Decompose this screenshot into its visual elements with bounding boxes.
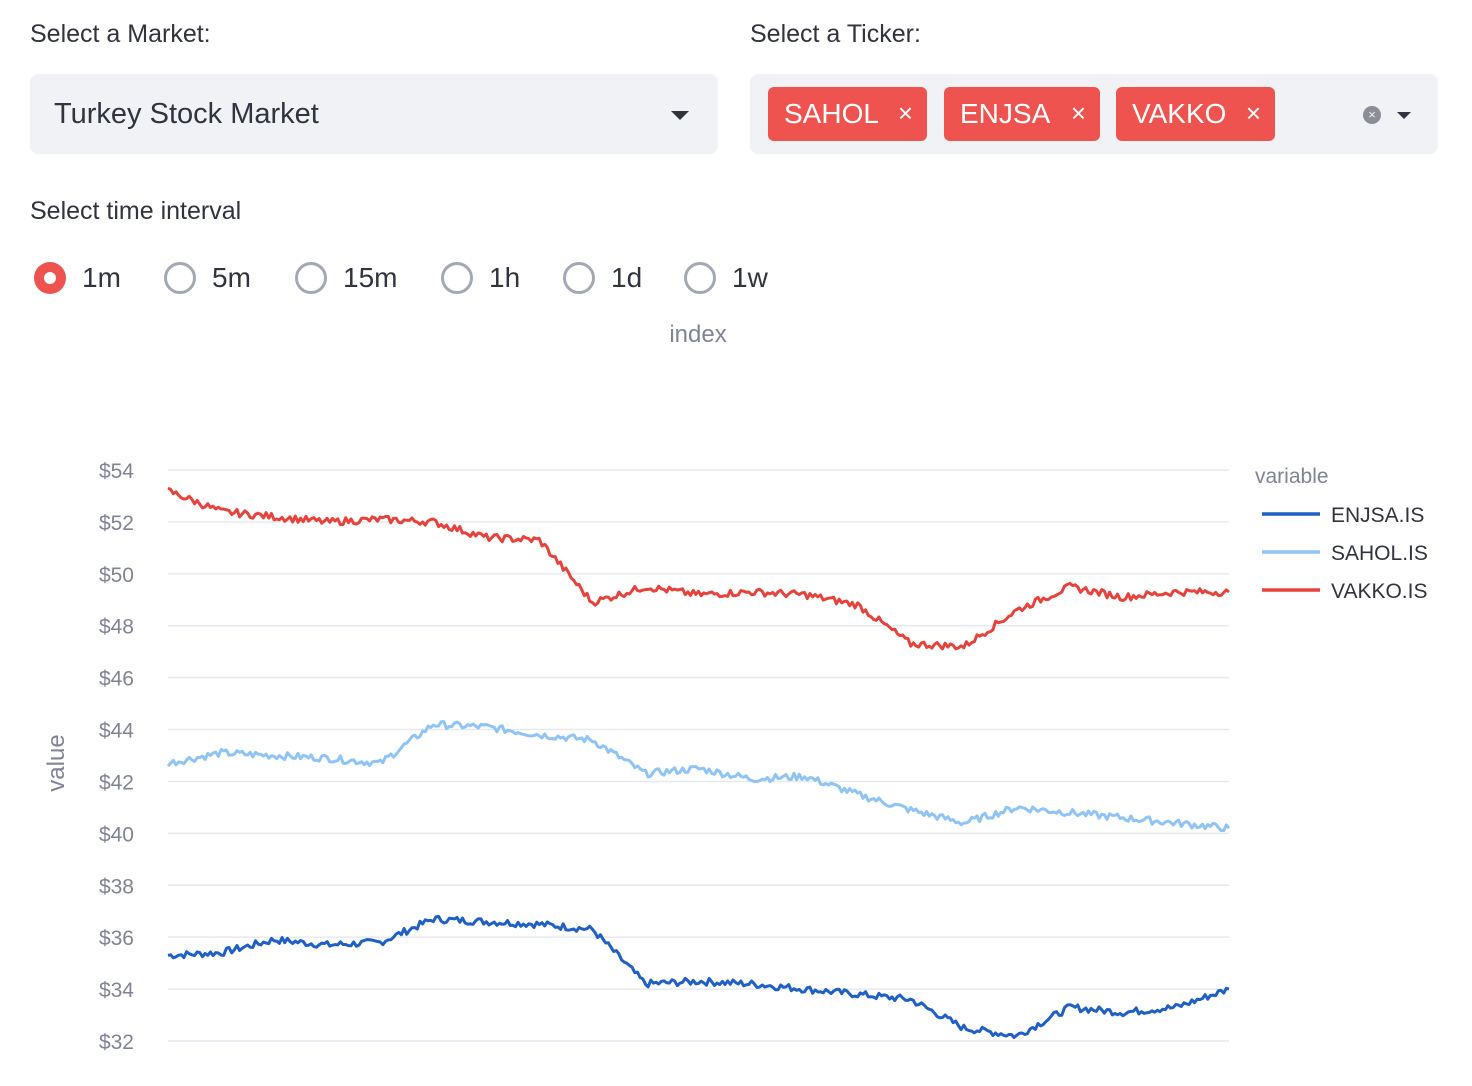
y-tick-label: $50 [99, 564, 134, 587]
radio-1m[interactable] [34, 262, 66, 294]
remove-tag-icon[interactable]: × [897, 98, 913, 128]
y-tick-label: $40 [99, 823, 134, 846]
radio-1d[interactable] [563, 262, 595, 294]
market-select-label: Select a Market: [30, 20, 211, 48]
radio-label-1m[interactable]: 1m [82, 262, 121, 293]
radio-label-1w[interactable]: 1w [732, 262, 768, 293]
ticker-tag-sahol: SAHOL × [768, 87, 927, 141]
series-line-sahol-is[interactable] [166, 720, 1231, 832]
series-line-enjsa-is[interactable] [167, 914, 1230, 1039]
y-tick-label: $32 [99, 1031, 134, 1054]
chart-series [166, 486, 1231, 1039]
x-axis-title: index [669, 321, 726, 348]
y-axis-ticks: $32 $34 $36 $38 $40 $42 $44 $46 $48 $50 $52 $54 [99, 460, 134, 1054]
legend-item-label[interactable]: VAKKO.IS [1331, 580, 1427, 603]
radio-label-1h[interactable]: 1h [489, 262, 521, 293]
legend-item-label[interactable]: SAHOL.IS [1331, 542, 1428, 565]
radio-label-5m[interactable]: 5m [212, 262, 251, 293]
y-tick-label: $42 [99, 771, 134, 794]
chart-legend: variable ENJSA.IS SAHOL.IS VAKKO.IS [1255, 465, 1428, 603]
y-tick-label: $36 [99, 927, 134, 950]
y-tick-label: $54 [99, 460, 134, 483]
market-select[interactable]: Turkey Stock Market [30, 74, 718, 154]
price-line-chart[interactable]: $32 $34 $36 $38 $40 $42 $44 $46 $48 $50 $52 $54 ind… [0, 320, 1472, 1080]
series-line-vakko-is[interactable] [167, 486, 1230, 651]
market-select-value: Turkey Stock Market [54, 98, 319, 130]
ticker-select-label: Select a Ticker: [750, 20, 921, 48]
radio-label-15m[interactable]: 15m [343, 262, 398, 293]
y-tick-label: $34 [99, 979, 134, 1002]
chart-grid [168, 469, 1229, 1042]
radio-15m[interactable] [295, 262, 327, 294]
ticker-multiselect[interactable]: SAHOL × ENJSA × VAKKO × × [750, 74, 1438, 154]
legend-title: variable [1255, 465, 1329, 488]
radio-label-1d[interactable]: 1d [611, 262, 643, 293]
ticker-tag-enjsa: ENJSA × [944, 87, 1100, 141]
y-axis-title: value [43, 734, 70, 791]
y-tick-label: $38 [99, 875, 134, 898]
ticker-tag-label: VAKKO [1132, 98, 1227, 129]
y-tick-label: $52 [99, 512, 134, 535]
y-tick-label: $46 [99, 668, 134, 691]
legend-item-label[interactable]: ENJSA.IS [1331, 504, 1424, 527]
remove-tag-icon[interactable]: × [1245, 98, 1261, 128]
ticker-tag-vakko: VAKKO × [1116, 87, 1275, 141]
radio-5m[interactable] [164, 262, 196, 294]
chevron-down-icon[interactable] [1397, 112, 1411, 119]
clear-all-icon[interactable]: × [1363, 106, 1381, 124]
y-tick-label: $48 [99, 616, 134, 639]
interval-label: Select time interval [30, 197, 242, 225]
y-tick-label: $44 [99, 720, 134, 743]
ticker-tag-label: ENJSA [960, 98, 1051, 129]
remove-tag-icon[interactable]: × [1070, 98, 1086, 128]
ticker-tag-label: SAHOL [784, 98, 879, 129]
chevron-down-icon[interactable] [671, 111, 689, 120]
radio-1h[interactable] [441, 262, 473, 294]
radio-1w[interactable] [684, 262, 716, 294]
